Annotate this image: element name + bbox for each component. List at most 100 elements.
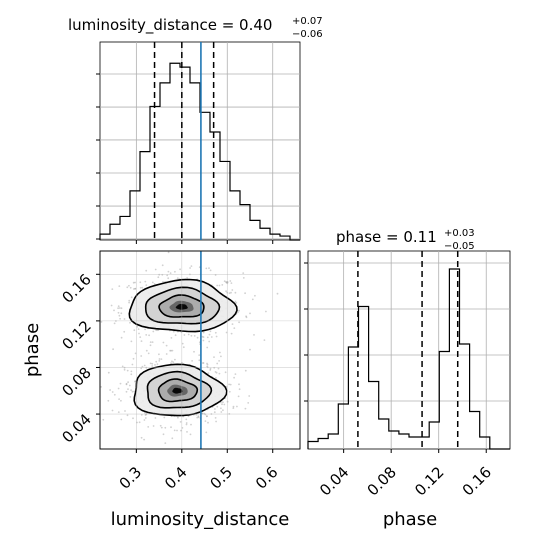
sample-point bbox=[167, 270, 170, 273]
y-tick-label-phase: 0.04 bbox=[58, 410, 94, 446]
sample-point bbox=[222, 409, 224, 412]
sample-point bbox=[205, 431, 208, 434]
sample-point bbox=[179, 421, 182, 423]
sample-point bbox=[263, 339, 266, 341]
sample-point bbox=[206, 336, 209, 339]
sample-point bbox=[225, 290, 228, 293]
sample-point bbox=[145, 284, 148, 286]
sample-point bbox=[185, 422, 188, 424]
sample-point bbox=[225, 281, 228, 284]
sample-point bbox=[183, 334, 186, 336]
sample-point bbox=[244, 369, 247, 372]
x-tick-label-phase: 0.04 bbox=[316, 463, 352, 499]
sample-point bbox=[126, 369, 129, 372]
sample-point bbox=[143, 419, 146, 421]
sample-point bbox=[187, 333, 190, 336]
sample-point bbox=[186, 431, 188, 433]
sample-point bbox=[117, 387, 120, 390]
sample-point bbox=[154, 364, 156, 366]
sample-point bbox=[232, 407, 235, 409]
sample-point bbox=[138, 332, 140, 335]
sample-point bbox=[130, 373, 133, 376]
sample-point bbox=[133, 390, 136, 393]
sample-point bbox=[245, 315, 248, 318]
sample-point bbox=[152, 330, 155, 333]
sample-point bbox=[216, 284, 219, 287]
sample-point bbox=[198, 359, 201, 362]
sample-point bbox=[173, 429, 176, 432]
sample-point bbox=[156, 329, 159, 332]
sample-point bbox=[113, 393, 116, 396]
sample-point bbox=[202, 339, 205, 342]
sample-point bbox=[151, 281, 154, 284]
phase-hist-step bbox=[307, 268, 510, 450]
sample-point bbox=[113, 322, 116, 325]
sample-point bbox=[242, 272, 245, 274]
phase-title: phase = 0.11 bbox=[336, 228, 437, 246]
sample-point bbox=[238, 383, 240, 386]
sample-point bbox=[216, 362, 219, 365]
x-tick-label-luminosity-distance: 0.3 bbox=[116, 463, 146, 493]
x-tick-label-phase: 0.08 bbox=[364, 463, 400, 499]
luminosity-distance-title-upper: +0.07 bbox=[292, 16, 323, 27]
sample-point bbox=[158, 353, 160, 356]
sample-point bbox=[225, 281, 228, 283]
sample-point bbox=[230, 332, 233, 335]
sample-point bbox=[144, 414, 147, 416]
sample-point bbox=[214, 417, 217, 419]
sample-point bbox=[213, 366, 216, 369]
sample-point bbox=[107, 371, 110, 374]
sample-point bbox=[238, 309, 240, 312]
sample-point bbox=[156, 363, 159, 366]
panel-frame-right bbox=[307, 250, 511, 450]
sample-point bbox=[214, 331, 217, 334]
sample-point bbox=[130, 389, 133, 391]
sample-point bbox=[127, 284, 130, 287]
sample-point bbox=[147, 352, 150, 355]
sample-point bbox=[151, 362, 154, 365]
sample-point bbox=[265, 310, 267, 313]
sample-point bbox=[221, 284, 224, 286]
sample-point bbox=[190, 423, 192, 426]
sample-point bbox=[180, 429, 182, 432]
sample-point bbox=[174, 358, 176, 361]
x-axis-label-luminosity-distance: luminosity_distance bbox=[111, 509, 290, 530]
phase-title-lower: −0.05 bbox=[444, 241, 475, 252]
sample-point bbox=[110, 304, 113, 307]
sample-point bbox=[129, 286, 132, 289]
sample-point bbox=[120, 307, 123, 310]
sample-point bbox=[117, 411, 120, 413]
sample-point bbox=[220, 411, 223, 413]
sample-point bbox=[223, 280, 226, 283]
sample-point bbox=[213, 356, 215, 358]
sample-point bbox=[242, 277, 245, 279]
sample-point bbox=[254, 294, 256, 297]
sample-point bbox=[220, 355, 222, 358]
sample-point bbox=[223, 403, 226, 406]
sample-point bbox=[123, 330, 126, 333]
sample-point bbox=[189, 433, 192, 436]
sample-point bbox=[162, 433, 165, 436]
sample-point bbox=[174, 270, 176, 273]
sample-point bbox=[205, 267, 208, 270]
sample-point bbox=[177, 416, 179, 419]
sample-point bbox=[109, 389, 111, 391]
sample-point bbox=[229, 280, 232, 282]
sample-point bbox=[124, 410, 126, 412]
sample-point bbox=[182, 346, 185, 349]
sample-point bbox=[145, 334, 148, 336]
sample-point bbox=[145, 269, 148, 272]
luminosity-distance-histogram-panel bbox=[96, 41, 301, 244]
sample-point bbox=[236, 405, 238, 408]
sample-point bbox=[208, 333, 211, 336]
sample-point bbox=[226, 400, 229, 403]
sample-point bbox=[155, 360, 158, 363]
sample-point bbox=[247, 402, 250, 404]
sample-point bbox=[237, 395, 240, 398]
y-tick-label-phase: 0.12 bbox=[58, 317, 94, 353]
sample-point bbox=[130, 370, 133, 373]
sample-point bbox=[164, 426, 167, 429]
sample-point bbox=[120, 312, 123, 315]
sample-point bbox=[230, 291, 232, 294]
